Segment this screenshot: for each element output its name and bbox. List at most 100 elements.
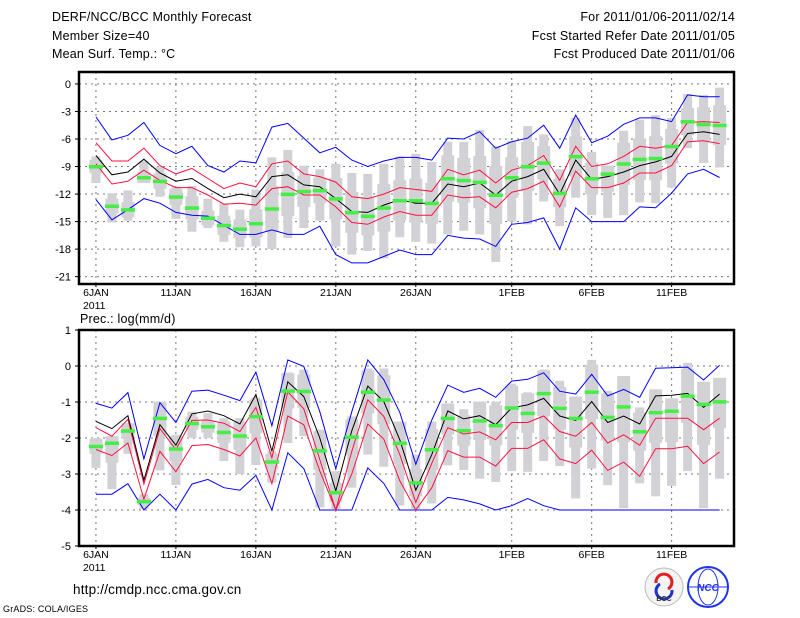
green-marker [696, 122, 711, 127]
x-tick-label: 16JAN [240, 549, 272, 561]
green-marker [152, 416, 167, 421]
green-marker [408, 198, 423, 203]
green-marker [584, 390, 599, 394]
green-marker [200, 216, 215, 220]
y-tick-label: -18 [55, 244, 71, 256]
green-marker [616, 405, 631, 409]
x-tick-label: 1FEB [499, 549, 525, 561]
green-marker [296, 389, 311, 394]
green-marker [88, 165, 103, 169]
green-marker [440, 416, 455, 421]
blue-lower-line [95, 168, 720, 264]
x-tick-label: 6JAN [83, 549, 109, 561]
blue-upper-line [95, 94, 720, 173]
forecast-started-date: Fcst Started Refer Date 2011/01/05 [531, 29, 735, 43]
x-year-label: 2011 [83, 300, 106, 312]
green-marker [344, 210, 359, 215]
x-tick-label: 1FEB [499, 287, 525, 299]
y-tick-label: -5 [61, 541, 71, 553]
bottom-chart-title: Prec.: log(mm/d) [80, 312, 176, 326]
plot-frame [77, 70, 736, 286]
x-tick-label: 11FEB [656, 287, 687, 299]
x-year-label: 2011 [83, 562, 106, 574]
y-tick-label: -12 [55, 189, 71, 201]
x-tick-label: 6JAN [83, 287, 109, 299]
source-url[interactable]: http://cmdp.ncc.cma.gov.cn [73, 582, 242, 597]
blue-upper-line [95, 358, 720, 471]
x-tick-label: 21JAN [320, 287, 352, 299]
green-marker [168, 195, 183, 199]
precipitation-chart: 1 0 -1 -2 -3 -4 -5 6JAN 11JAN 16JAN 21JAN 26JAN 1FEB… [61, 325, 736, 574]
ensemble-range-bar [475, 401, 485, 479]
green-marker [712, 400, 727, 404]
green-marker [280, 389, 295, 393]
y-tick-label: -3 [61, 106, 71, 118]
green-marker [632, 157, 647, 162]
ncc-logo: NCC [687, 566, 729, 608]
y-tick-label: -2 [61, 433, 71, 445]
ensemble-range-bar [667, 398, 677, 486]
green-marker [456, 428, 471, 433]
green-marker [120, 208, 135, 212]
ensemble-range-box [697, 381, 711, 446]
green-marker [536, 161, 551, 165]
green-marker [184, 421, 199, 426]
green-marker [104, 441, 119, 446]
green-marker [184, 206, 199, 210]
ensemble-range-bar [603, 165, 613, 218]
ensemble-range-box [105, 436, 119, 463]
ensemble-range-box [649, 389, 663, 443]
green-marker [696, 402, 711, 407]
green-marker [232, 434, 247, 438]
y-tick-label: -9 [61, 162, 71, 174]
green-marker [440, 176, 455, 181]
y-tick-label: -4 [61, 505, 71, 517]
green-marker [152, 179, 167, 184]
bcc-logo-text: BCC [656, 596, 671, 603]
ensemble-range-box [569, 396, 583, 448]
green-marker [360, 214, 375, 219]
forecast-title: DERF/NCC/BCC Monthly Forecast [52, 10, 252, 24]
green-marker [216, 430, 231, 435]
green-marker [200, 424, 215, 429]
green-marker [568, 154, 583, 159]
x-tick-label: 26JAN [400, 287, 432, 299]
green-marker [280, 192, 295, 197]
y-tick-label: -15 [55, 217, 71, 229]
green-marker [312, 449, 327, 453]
y-tick-label: -6 [61, 134, 71, 146]
green-marker [456, 178, 471, 183]
ensemble-range-box [665, 398, 679, 443]
green-marker [360, 390, 375, 394]
forecast-produced-date: Fcst Produced Date 2011/01/06 [553, 47, 735, 61]
green-marker [264, 207, 279, 211]
red-upper-line [95, 390, 720, 512]
green-marker [600, 415, 615, 420]
red-lower-line [95, 415, 720, 512]
ensemble-range-bar [699, 381, 709, 509]
green-marker [424, 448, 439, 452]
green-marker [328, 197, 343, 201]
ensemble-mean-line [95, 380, 720, 493]
green-marker [296, 189, 311, 194]
ensemble-range-box [617, 376, 631, 443]
green-marker [312, 188, 327, 193]
member-size: Member Size=40 [52, 29, 150, 43]
temperature-chart: 0 -3 -6 -9 -12 -15 -18 -21 6JAN 11JAN 16JAN 21JAN 26… [55, 70, 736, 312]
green-marker [680, 394, 695, 398]
y-tick-label: 0 [65, 361, 71, 373]
blue-lower-line [96, 451, 720, 512]
green-marker [648, 410, 663, 415]
ensemble-mean-line [95, 131, 720, 213]
green-marker [136, 499, 151, 504]
green-marker [376, 398, 391, 402]
x-tick-label: 6FEB [579, 549, 605, 561]
green-marker [488, 423, 503, 428]
green-marker [520, 165, 535, 169]
y-tick-label: 1 [65, 325, 71, 337]
y-tick-label: -21 [55, 272, 71, 284]
forecast-period: For 2011/01/06-2011/02/14 [580, 10, 735, 24]
red-lower-line [95, 140, 720, 225]
green-marker [232, 227, 247, 231]
